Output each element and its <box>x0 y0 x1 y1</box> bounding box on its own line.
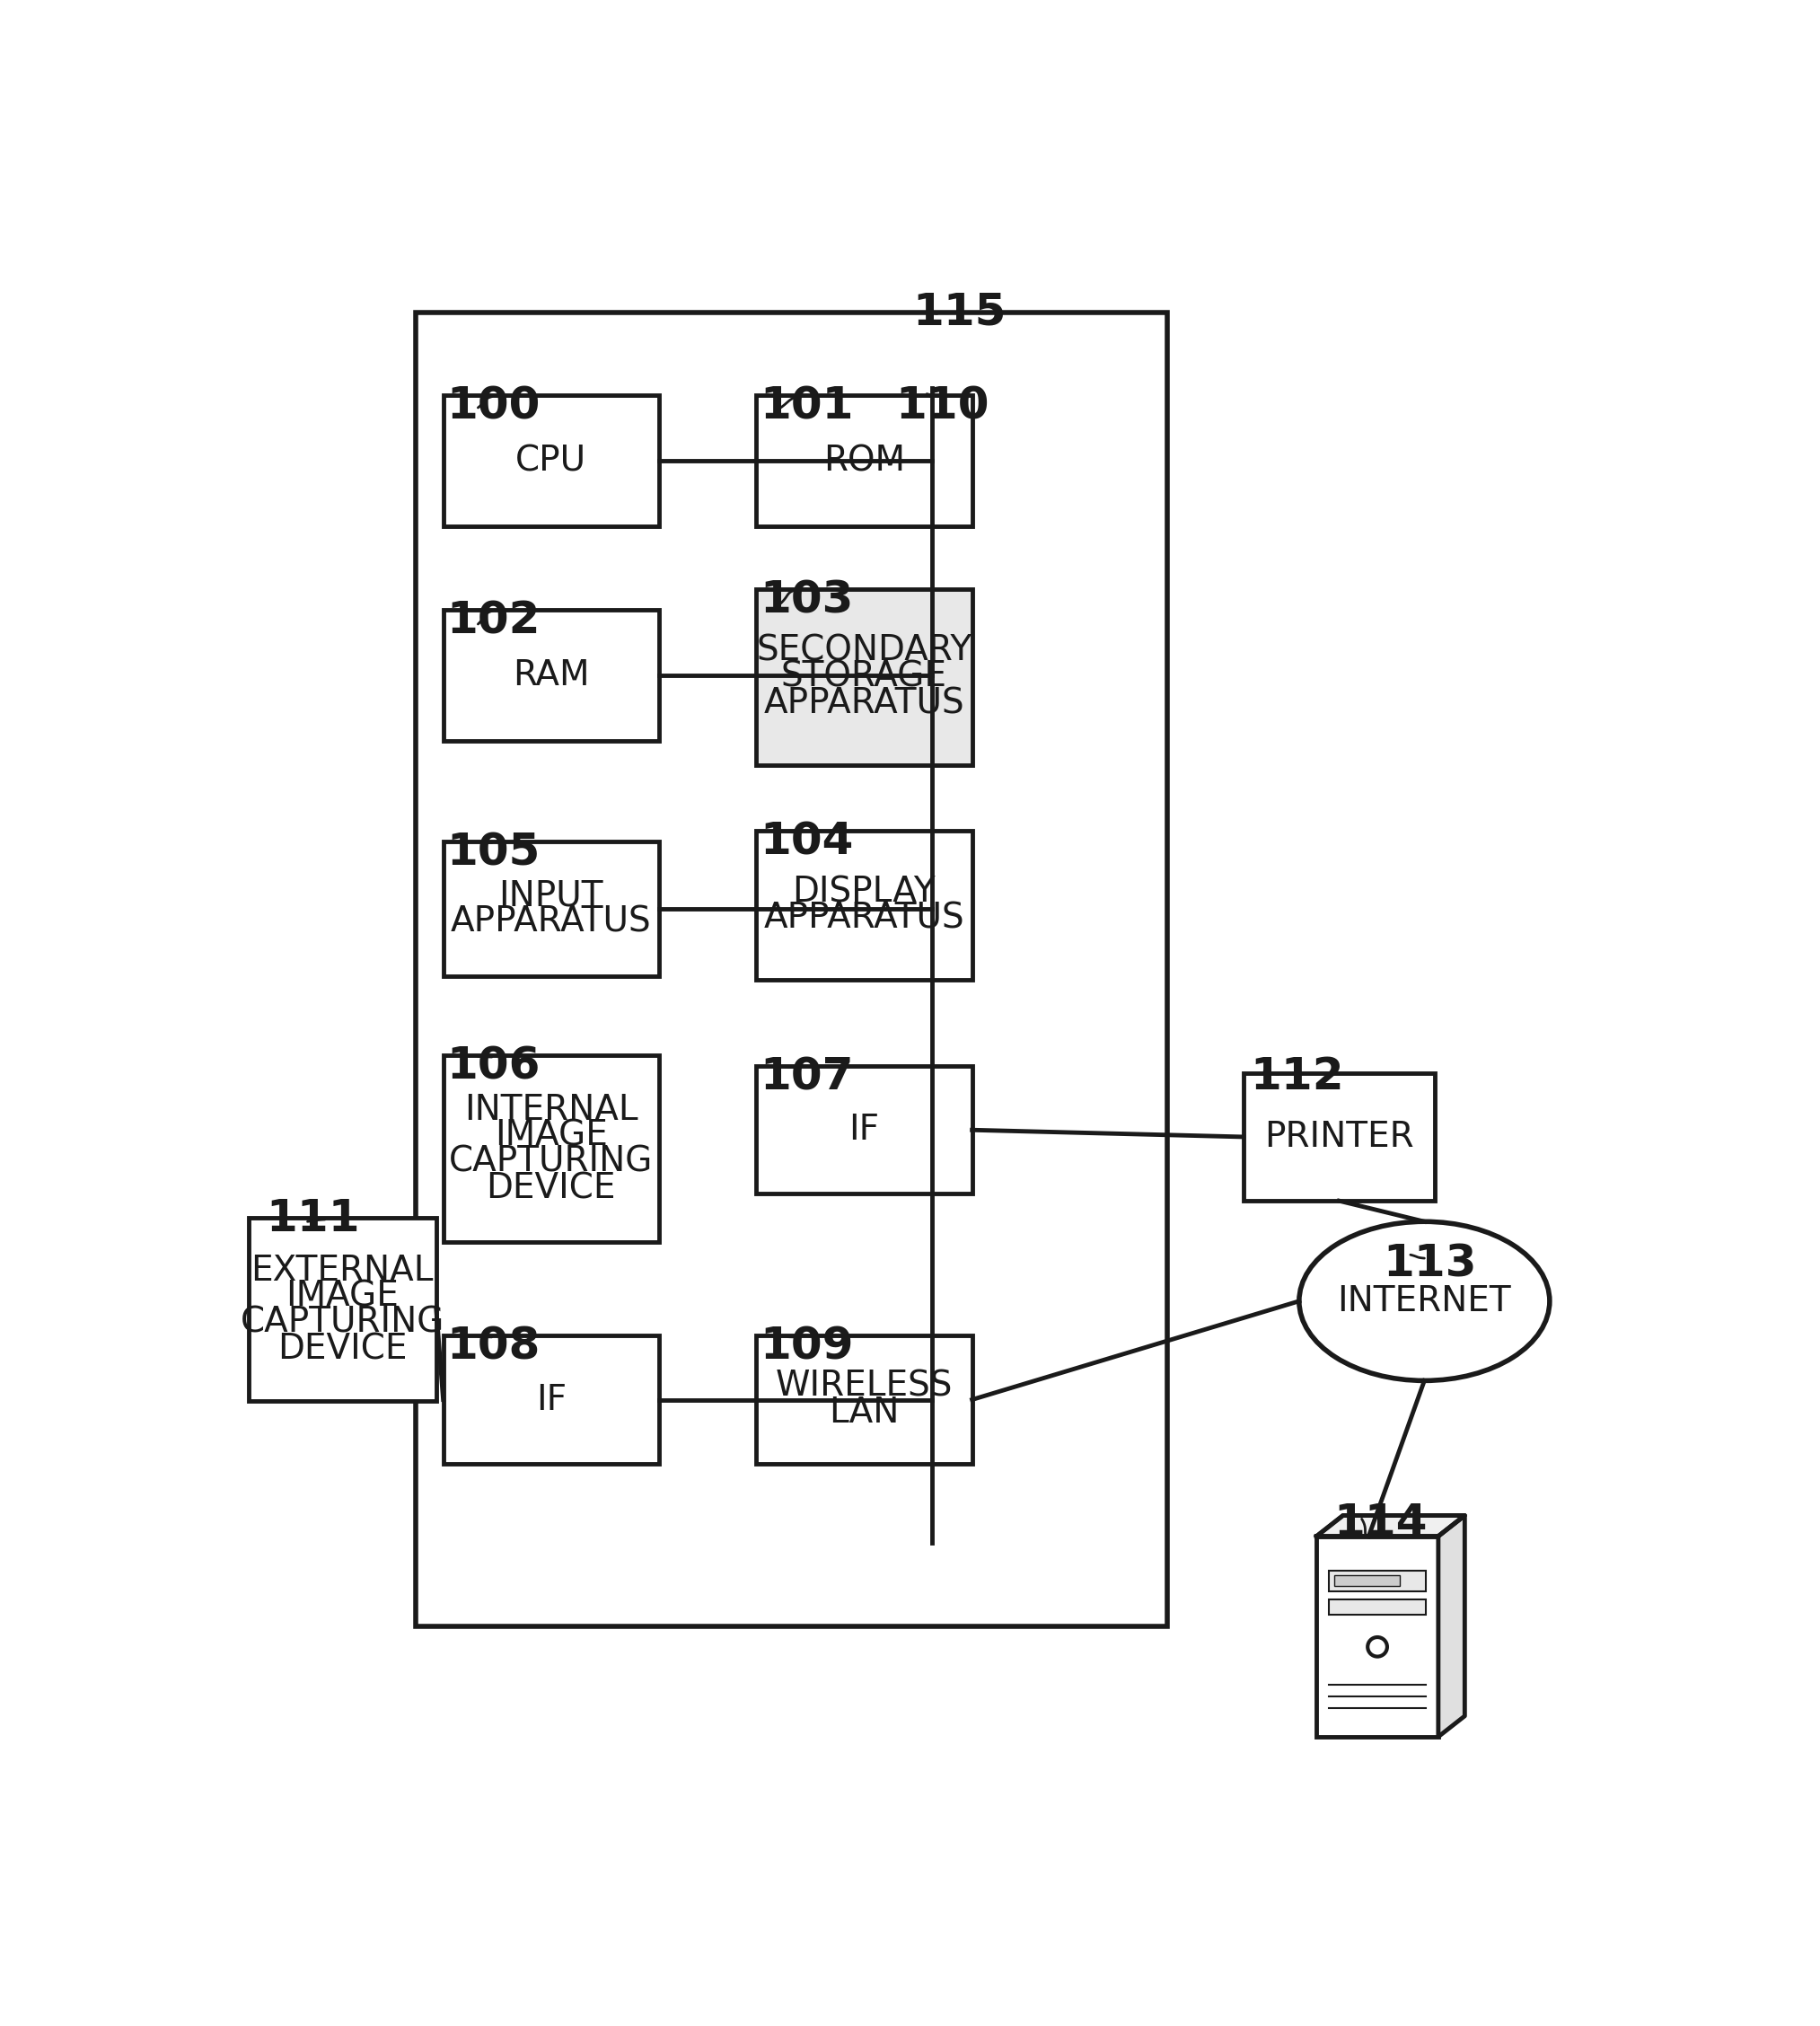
Text: 113: 113 <box>1383 1242 1476 1284</box>
Bar <box>757 1335 972 1463</box>
Text: 103: 103 <box>759 579 854 622</box>
Text: 101: 101 <box>759 385 854 427</box>
Bar <box>444 841 659 977</box>
Bar <box>757 831 972 979</box>
Text: 108: 108 <box>446 1325 541 1368</box>
Text: WIRELESS: WIRELESS <box>775 1370 954 1404</box>
Text: EXTERNAL: EXTERNAL <box>251 1254 433 1289</box>
Text: SECONDARY: SECONDARY <box>757 634 972 669</box>
Text: PRINTER: PRINTER <box>1265 1120 1414 1155</box>
Bar <box>757 590 972 766</box>
Bar <box>444 1335 659 1463</box>
Text: CAPTURING: CAPTURING <box>450 1145 653 1179</box>
Polygon shape <box>1316 1515 1465 1536</box>
Bar <box>248 1218 437 1402</box>
Text: CPU: CPU <box>515 444 586 478</box>
Text: APPARATUS: APPARATUS <box>451 906 652 938</box>
Text: INPUT: INPUT <box>499 879 604 912</box>
Ellipse shape <box>1299 1222 1549 1380</box>
Text: APPARATUS: APPARATUS <box>764 687 965 719</box>
Text: LAN: LAN <box>830 1396 899 1430</box>
Text: 109: 109 <box>759 1325 854 1368</box>
Text: 106: 106 <box>446 1045 541 1088</box>
Bar <box>1243 1074 1434 1201</box>
Text: 110: 110 <box>895 385 990 427</box>
Polygon shape <box>1438 1515 1465 1736</box>
Text: 100: 100 <box>446 385 541 427</box>
Text: IMAGE: IMAGE <box>495 1118 608 1153</box>
Text: STORAGE: STORAGE <box>781 660 946 695</box>
Bar <box>444 395 659 527</box>
Text: 114: 114 <box>1334 1501 1427 1544</box>
Text: DEVICE: DEVICE <box>277 1331 408 1366</box>
Text: INTERNAL: INTERNAL <box>464 1092 639 1126</box>
Text: CAPTURING: CAPTURING <box>240 1307 444 1339</box>
Text: 111: 111 <box>266 1197 360 1240</box>
Text: 115: 115 <box>914 290 1006 332</box>
Text: IF: IF <box>848 1112 879 1147</box>
Text: DEVICE: DEVICE <box>486 1171 615 1205</box>
Bar <box>1334 1574 1400 1586</box>
Text: INTERNET: INTERNET <box>1338 1284 1511 1319</box>
Text: 102: 102 <box>446 600 541 642</box>
Bar <box>757 1066 972 1193</box>
Bar <box>1329 1570 1425 1592</box>
Text: 107: 107 <box>759 1056 854 1098</box>
Text: 105: 105 <box>446 831 541 873</box>
Bar <box>757 395 972 527</box>
Text: 104: 104 <box>759 821 854 863</box>
Text: DISPLAY: DISPLAY <box>792 875 935 910</box>
Bar <box>444 610 659 742</box>
Bar <box>444 1056 659 1242</box>
Text: RAM: RAM <box>513 658 590 693</box>
Text: IF: IF <box>535 1382 566 1416</box>
Bar <box>1329 1601 1425 1615</box>
Text: ROM: ROM <box>823 444 905 478</box>
Text: IMAGE: IMAGE <box>286 1280 399 1313</box>
Text: 112: 112 <box>1250 1056 1345 1098</box>
Bar <box>415 312 1167 1627</box>
Text: APPARATUS: APPARATUS <box>764 902 965 936</box>
Bar <box>1316 1536 1438 1736</box>
